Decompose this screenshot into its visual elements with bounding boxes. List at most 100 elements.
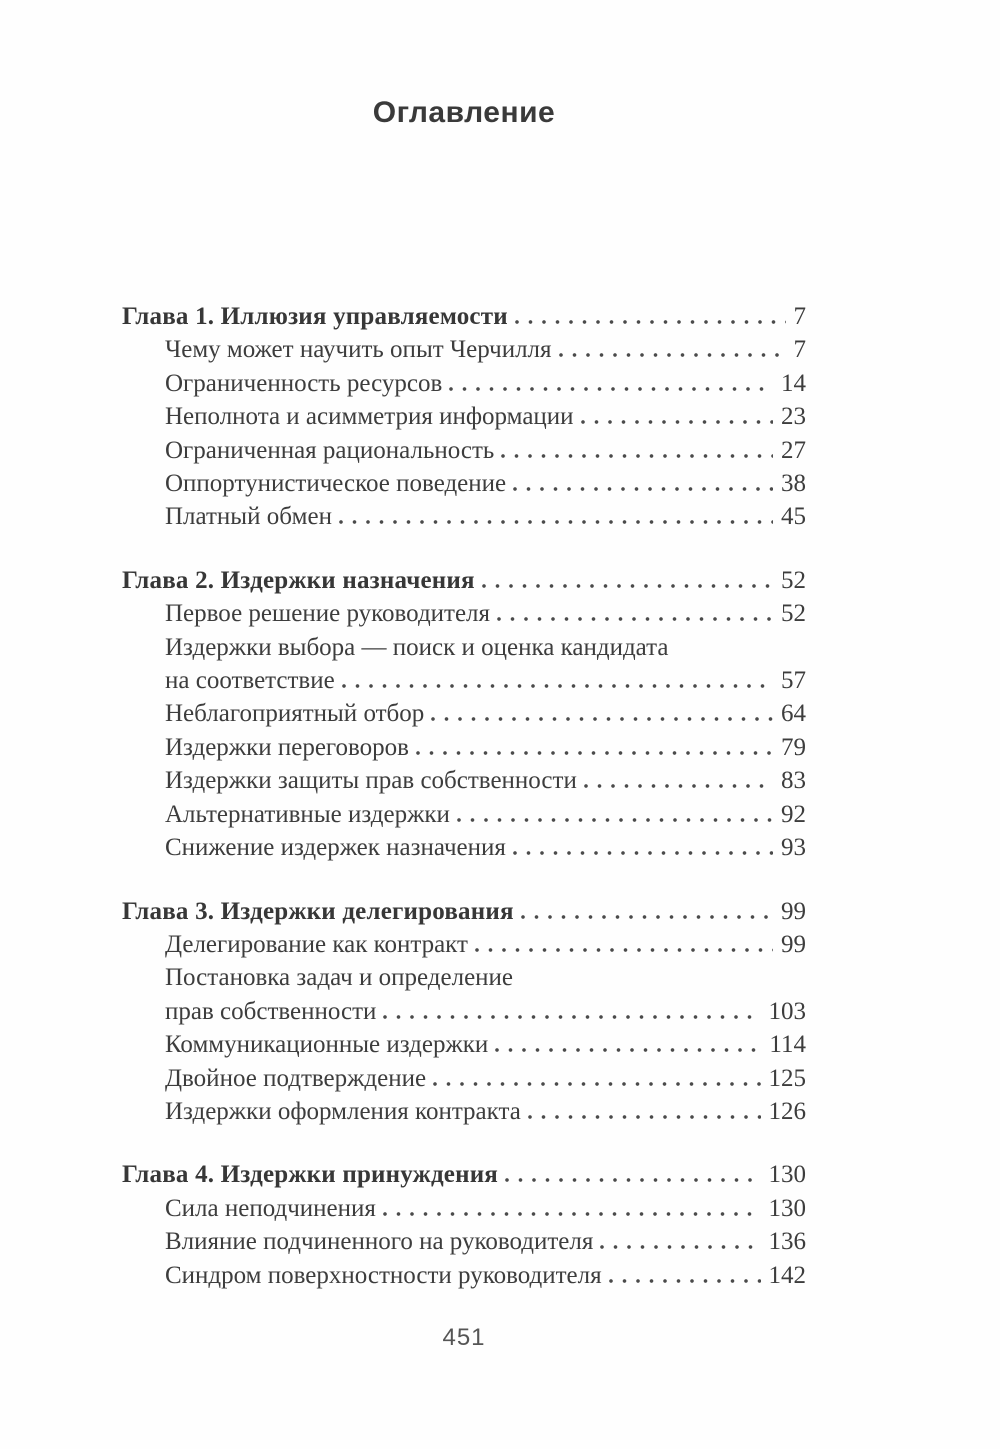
toc-page-number: 130 bbox=[768, 1161, 807, 1189]
toc-entry-label: Делегирование как контракт bbox=[165, 930, 468, 958]
dot-leader bbox=[495, 1048, 762, 1053]
dot-leader bbox=[600, 1245, 761, 1250]
toc-entry-row: Снижение издержек назначения 93 bbox=[122, 831, 806, 864]
toc-entry-label: Издержки переговоров bbox=[165, 733, 409, 761]
toc-entry-row: Ограниченность ресурсов 14 bbox=[122, 367, 806, 400]
toc-entry-label: Сила неподчинения bbox=[165, 1194, 376, 1222]
toc-page-number: 130 bbox=[768, 1194, 807, 1222]
toc-entry-row: Первое решение руководителя 52 bbox=[122, 597, 806, 630]
toc-page-number: 114 bbox=[769, 1031, 806, 1059]
toc-page-number: 99 bbox=[781, 930, 806, 958]
toc-chapter-row: Глава 4. Издержки принуждения 130 bbox=[122, 1158, 806, 1191]
toc-page-number: 99 bbox=[781, 897, 806, 925]
toc-entry-row: Делегирование как контракт 99 bbox=[122, 928, 806, 961]
toc-page-number: 57 bbox=[781, 667, 806, 695]
toc-entry-label: Оппортунистическое поведение bbox=[165, 470, 507, 498]
toc-entry-label: Ограниченная рациональность bbox=[165, 436, 495, 464]
toc-entry-label: Неполнота и асимметрия информации bbox=[165, 403, 574, 431]
toc-entry-row: Издержки переговоров 79 bbox=[122, 731, 806, 764]
dot-leader bbox=[501, 453, 773, 458]
dot-leader bbox=[383, 1014, 761, 1019]
dot-leader bbox=[497, 617, 773, 622]
toc-entry-row: Влияние подчиненного на руководителя 136 bbox=[122, 1225, 806, 1258]
toc-entry-label: Ограниченность ресурсов bbox=[165, 369, 443, 397]
page-title: Оглавление bbox=[372, 96, 556, 129]
toc-entry-row: Платный обмен 45 bbox=[122, 500, 806, 533]
toc-entry-label: Снижение издержек назначения bbox=[165, 834, 506, 862]
toc-entry-row: Издержки защиты прав собственности 83 bbox=[122, 764, 806, 797]
dot-leader bbox=[449, 386, 773, 391]
toc-section: Глава 2. Издержки назначения 52 Первое реш… bbox=[122, 564, 806, 865]
dot-leader bbox=[513, 487, 773, 492]
toc-entry-label: Синдром поверхностности руководителя bbox=[165, 1261, 602, 1289]
toc-page-number: 7 bbox=[793, 336, 807, 364]
toc-entry-row: Оппортунистическое поведение 38 bbox=[122, 467, 806, 500]
toc-page-number: 125 bbox=[768, 1064, 807, 1092]
toc-entry-row: Издержки оформления контракта 126 bbox=[122, 1095, 806, 1128]
toc-entry-label: Издержки оформления контракта bbox=[165, 1097, 521, 1125]
toc-section: Глава 4. Издержки принуждения 130 Сила неп… bbox=[122, 1158, 806, 1292]
toc-entry-row: Коммуникационные издержки 114 bbox=[122, 1028, 806, 1061]
dot-leader bbox=[456, 817, 773, 822]
toc-entry-row: на соответствие 57 bbox=[122, 664, 806, 697]
dot-leader bbox=[558, 353, 786, 358]
toc-chapter-row: Глава 2. Издержки назначения 52 bbox=[122, 564, 806, 597]
toc-entry-label: прав собственности bbox=[165, 997, 377, 1025]
toc-entry-row: прав собственности 103 bbox=[122, 995, 806, 1028]
toc-chapter-label: Глава 4. Издержки принуждения bbox=[122, 1161, 499, 1189]
dot-leader bbox=[580, 420, 773, 425]
dot-leader bbox=[338, 520, 773, 525]
folio-page-number: 451 bbox=[442, 1324, 486, 1351]
toc-section: Глава 1. Иллюзия управляемости 7 Чему може… bbox=[122, 300, 806, 534]
dot-leader bbox=[527, 1114, 761, 1119]
toc-entry-label: Чему может научить опыт Черчилля bbox=[165, 336, 552, 364]
dot-leader bbox=[433, 1081, 761, 1086]
toc-page-number: 23 bbox=[781, 403, 806, 431]
toc-entry-label: Издержки защиты прав собственности bbox=[165, 767, 577, 795]
dot-leader bbox=[512, 851, 773, 856]
toc-entry-label: Коммуникационные издержки bbox=[165, 1031, 489, 1059]
dot-leader bbox=[520, 914, 773, 919]
toc-page-number: 142 bbox=[768, 1261, 807, 1289]
toc-chapter-row: Глава 3. Издержки делегирования 99 bbox=[122, 895, 806, 928]
dot-leader bbox=[431, 717, 773, 722]
toc-page-number: 136 bbox=[768, 1228, 807, 1256]
toc-entry-row: Издержки выбора — поиск и оценка кандида… bbox=[122, 631, 806, 664]
toc-entry-row: Двойное подтверждение 125 bbox=[122, 1062, 806, 1095]
toc-page-number: 52 bbox=[781, 566, 806, 594]
dot-leader bbox=[382, 1211, 761, 1216]
toc-entry-label: Неблагоприятный отбор bbox=[165, 700, 425, 728]
toc-page-number: 27 bbox=[781, 436, 806, 464]
toc-page-number: 103 bbox=[768, 997, 807, 1025]
toc-page-number: 83 bbox=[781, 767, 806, 795]
dot-leader bbox=[481, 583, 773, 588]
toc-page-number: 38 bbox=[781, 470, 806, 498]
dot-leader bbox=[608, 1278, 761, 1283]
toc-entry-label: Альтернативные издержки bbox=[165, 800, 450, 828]
toc-page-number: 79 bbox=[781, 733, 806, 761]
toc-chapter-label: Глава 1. Иллюзия управляемости bbox=[122, 303, 508, 330]
toc-page-number: 126 bbox=[768, 1097, 807, 1125]
dot-leader bbox=[514, 320, 786, 324]
toc-page-number: 64 bbox=[781, 700, 806, 728]
toc-entry-label: Влияние подчиненного на руководителя bbox=[165, 1228, 594, 1256]
toc-entry-row: Ограниченная рациональность 27 bbox=[122, 434, 806, 467]
toc-page-number: 14 bbox=[781, 369, 806, 397]
toc-entry-label: Первое решение руководителя bbox=[165, 600, 491, 628]
toc-entry-row: Постановка задач и определение bbox=[122, 961, 806, 994]
toc-entry-row: Неполнота и асимметрия информации 23 bbox=[122, 400, 806, 433]
dot-leader bbox=[415, 750, 773, 755]
toc-entry-row: Синдром поверхностности руководителя 142 bbox=[122, 1259, 806, 1292]
toc-entry-row: Чему может научить опыт Черчилля 7 bbox=[122, 333, 806, 366]
toc-page-number: 52 bbox=[781, 600, 806, 628]
toc-entry-label: Постановка задач и определение bbox=[165, 964, 514, 992]
toc-chapter-label: Глава 2. Издержки назначения bbox=[122, 566, 475, 594]
toc-page-number: 93 bbox=[781, 834, 806, 862]
toc-chapter-row: Глава 1. Иллюзия управляемости 7 bbox=[122, 300, 806, 333]
table-of-contents: Глава 1. Иллюзия управляемости 7 Чему може… bbox=[122, 300, 806, 1292]
dot-leader bbox=[505, 1178, 761, 1183]
toc-chapter-label: Глава 3. Издержки делегирования bbox=[122, 897, 514, 925]
toc-entry-row: Альтернативные издержки 92 bbox=[122, 798, 806, 831]
toc-page-number: 45 bbox=[781, 503, 806, 531]
